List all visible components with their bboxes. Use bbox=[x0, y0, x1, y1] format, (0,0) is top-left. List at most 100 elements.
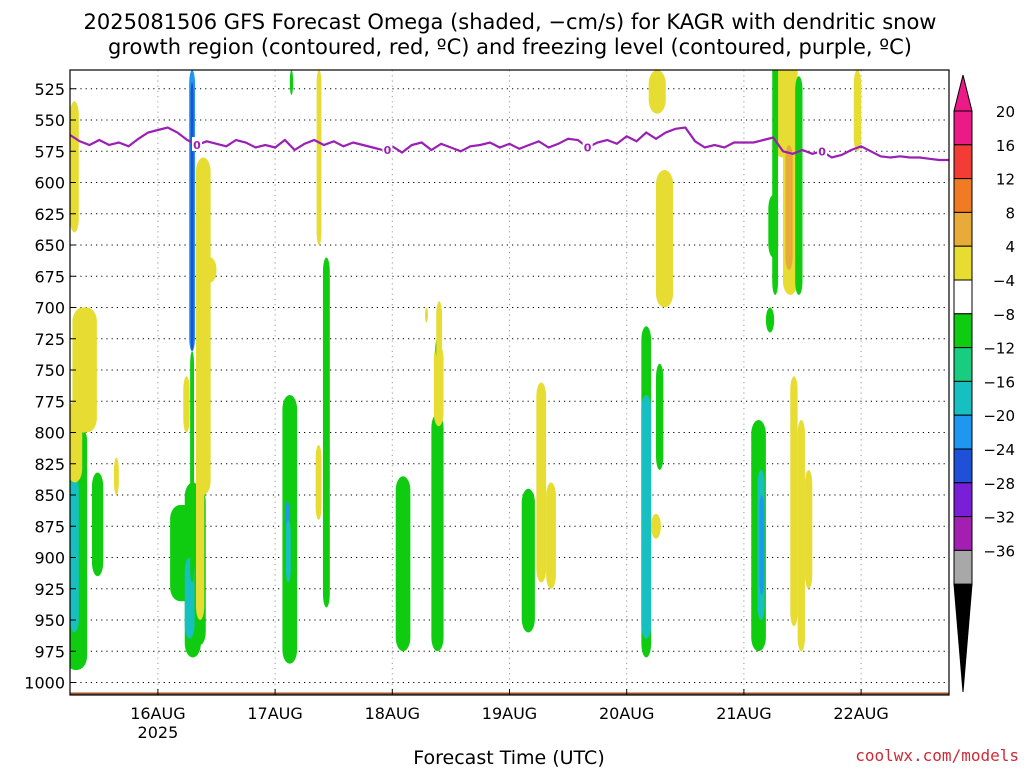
freezing-label-bg bbox=[382, 142, 393, 156]
x-tick-label: 20AUG bbox=[599, 704, 654, 723]
omega-cell bbox=[651, 513, 661, 539]
freezing-level-label: 0 bbox=[384, 144, 392, 157]
omega-cell bbox=[431, 413, 444, 652]
omega-cell bbox=[768, 195, 779, 258]
omega-cell bbox=[195, 432, 205, 620]
colorbar-swatch bbox=[953, 549, 973, 585]
chart-title-line-2: growth region (contoured, red, ºC) and f… bbox=[108, 35, 912, 59]
colorbar-label: 8 bbox=[1005, 204, 1015, 222]
omega-cell bbox=[70, 101, 79, 233]
omega-cell bbox=[285, 520, 291, 583]
y-tick-label: 600 bbox=[34, 174, 65, 193]
colorbar-swatch bbox=[953, 380, 973, 416]
freezing-label-bg bbox=[191, 137, 202, 151]
omega-cell bbox=[322, 257, 330, 608]
y-tick-label: 700 bbox=[34, 299, 65, 318]
y-tick-label: 900 bbox=[34, 549, 65, 568]
omega-cell bbox=[289, 70, 294, 95]
omega-cell bbox=[183, 376, 190, 433]
omega-cell bbox=[797, 420, 805, 652]
colorbar-swatch bbox=[953, 110, 973, 146]
omega-shading bbox=[70, 70, 862, 670]
colorbar-swatch bbox=[953, 279, 973, 315]
y-tick-label: 875 bbox=[34, 517, 65, 536]
omega-cell bbox=[204, 257, 217, 283]
freezing-label-bg bbox=[817, 143, 828, 158]
omega-cell bbox=[70, 401, 83, 483]
freezing-level-label: 0 bbox=[584, 142, 592, 155]
chart-title-line-1: 2025081506 GFS Forecast Omega (shaded, −… bbox=[84, 10, 937, 34]
colorbar-label: −16 bbox=[983, 373, 1015, 391]
y-tick-label: 850 bbox=[34, 486, 65, 505]
x-tick-label: 16AUG bbox=[130, 704, 185, 723]
omega-cell bbox=[72, 307, 97, 433]
colorbar-label: 12 bbox=[996, 171, 1015, 189]
omega-cell bbox=[190, 351, 195, 583]
colorbar-swatch bbox=[953, 211, 973, 247]
x-tick-label: 21AUG bbox=[716, 704, 771, 723]
colorbar-label: 20 bbox=[996, 103, 1015, 121]
colorbar: 20 16 12 8 4 −4 −8 −12 −16 −20 −24 −28 −32 −36 bbox=[953, 74, 1015, 693]
omega-cell bbox=[190, 82, 194, 352]
omega-cell bbox=[795, 76, 803, 295]
y-tick-label: 775 bbox=[34, 392, 65, 411]
y-tick-label: 725 bbox=[34, 330, 65, 349]
omega-cell bbox=[395, 476, 411, 652]
x-tick-label: 22AUG bbox=[833, 704, 888, 723]
omega-cell bbox=[113, 457, 119, 495]
omega-cell bbox=[641, 395, 652, 639]
omega-cell bbox=[521, 488, 535, 633]
omega-cell bbox=[785, 145, 793, 270]
freezing-label-bg bbox=[582, 139, 593, 154]
colorbar-label: 4 bbox=[1005, 238, 1015, 256]
colorbar-swatch bbox=[953, 245, 973, 281]
omega-cell bbox=[315, 445, 322, 520]
y-tick-label: 750 bbox=[34, 361, 65, 380]
colorbar-swatch bbox=[953, 482, 973, 518]
colorbar-top-arrow bbox=[953, 74, 973, 112]
colorbar-swatch bbox=[953, 516, 973, 551]
y-tick-label: 800 bbox=[34, 424, 65, 443]
colorbar-swatch bbox=[953, 414, 973, 450]
omega-cell bbox=[759, 495, 764, 595]
y-tick-label: 650 bbox=[34, 236, 65, 255]
omega-cell bbox=[656, 170, 674, 308]
omega-cell bbox=[790, 376, 798, 627]
colorbar-label: −20 bbox=[983, 407, 1015, 425]
omega-cell bbox=[536, 382, 547, 583]
x-axis-title: Forecast Time (UTC) bbox=[413, 747, 604, 768]
omega-cell bbox=[316, 70, 322, 245]
colorbar-swatch bbox=[953, 448, 973, 484]
omega-cell bbox=[783, 70, 796, 158]
omega-cell bbox=[772, 70, 779, 295]
omega-cell bbox=[648, 70, 666, 114]
omega-cell bbox=[91, 472, 104, 577]
site-credit[interactable]: coolwx.com/models bbox=[855, 746, 1019, 765]
omega-cell bbox=[546, 482, 556, 589]
y-tick-label: 925 bbox=[34, 580, 65, 599]
colorbar-swatch bbox=[953, 144, 973, 180]
x-tick-label: 17AUG bbox=[247, 704, 302, 723]
y-tick-label: 575 bbox=[34, 142, 65, 161]
x-tick-sublabel: 2025 bbox=[138, 723, 179, 742]
colorbar-swatch bbox=[953, 313, 973, 349]
y-tick-label: 1000 bbox=[24, 674, 65, 693]
omega-cell bbox=[765, 307, 775, 333]
colorbar-label: −32 bbox=[983, 509, 1015, 527]
x-tick-label: 19AUG bbox=[482, 704, 537, 723]
colorbar-label: −12 bbox=[983, 340, 1015, 358]
colorbar-label: −4 bbox=[993, 272, 1015, 290]
grid-lines bbox=[70, 70, 949, 695]
y-tick-label: 625 bbox=[34, 205, 65, 224]
colorbar-bottom-arrow bbox=[953, 583, 973, 693]
y-tick-label: 675 bbox=[34, 267, 65, 286]
colorbar-label: −8 bbox=[993, 306, 1015, 324]
y-tick-label: 975 bbox=[34, 642, 65, 661]
freezing-level-label: 0 bbox=[193, 139, 201, 152]
omega-cell bbox=[436, 301, 443, 395]
colorbar-swatch bbox=[953, 178, 973, 213]
omega-cell bbox=[199, 195, 210, 383]
freezing-level-line bbox=[70, 126, 949, 162]
